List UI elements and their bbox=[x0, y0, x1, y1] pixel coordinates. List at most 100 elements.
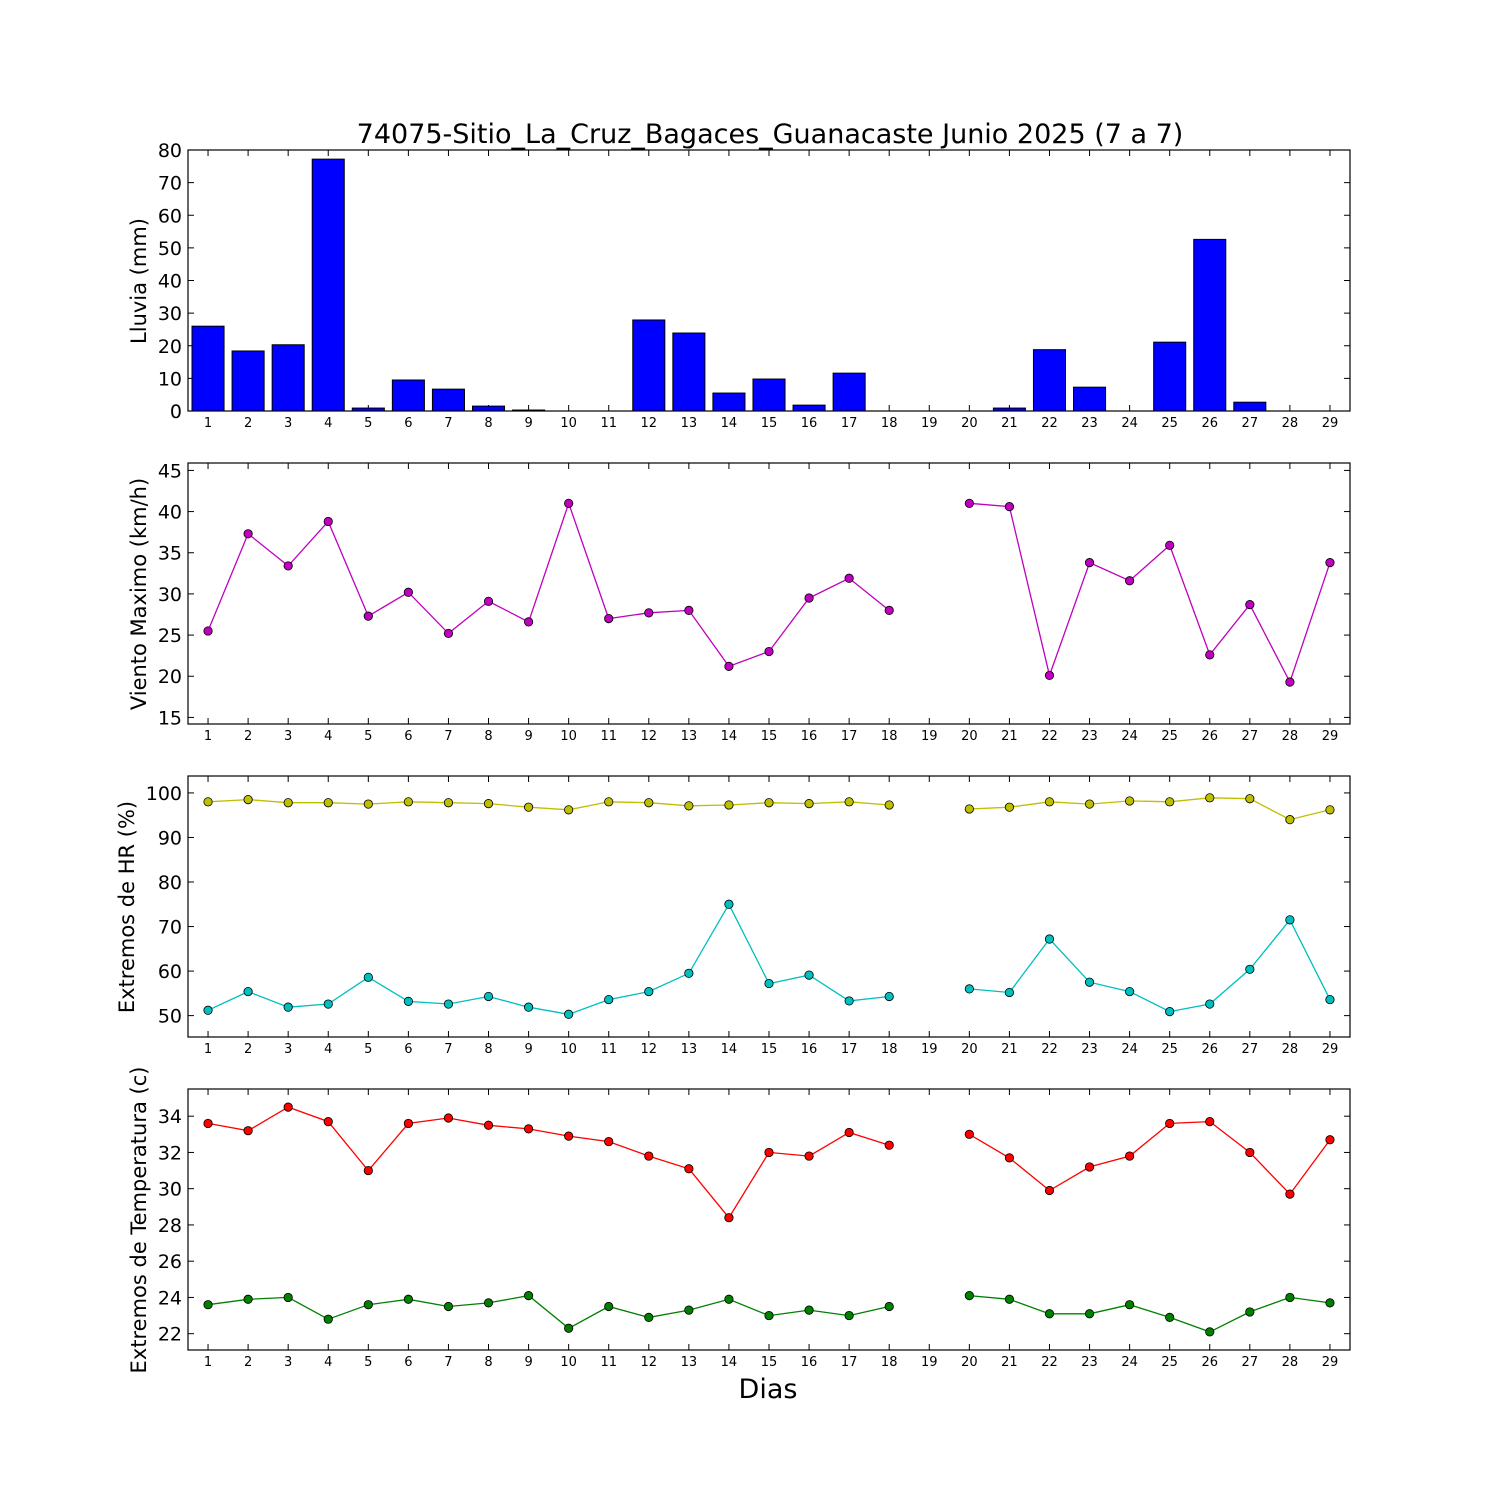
y-tick-label: 90 bbox=[158, 827, 182, 849]
y-tick-label: 70 bbox=[158, 917, 182, 939]
point-day-1 bbox=[203, 1300, 213, 1310]
series-line-1 bbox=[207, 902, 890, 1015]
point-day-22 bbox=[1044, 1185, 1055, 1196]
chart-title: 74075-Sitio_La_Cruz_Bagaces_Guanacaste J… bbox=[357, 119, 1184, 150]
x-tick-label: 18 bbox=[881, 1355, 898, 1370]
x-tick-label: 9 bbox=[524, 1042, 532, 1057]
x-tick-label: 26 bbox=[1201, 729, 1218, 744]
y-tick-label: 32 bbox=[158, 1142, 182, 1164]
x-tick-label: 7 bbox=[444, 416, 452, 431]
x-tick-label: 3 bbox=[284, 1042, 292, 1057]
point-day-1 bbox=[203, 1005, 213, 1015]
point-day-20 bbox=[964, 984, 974, 994]
x-tick-label: 4 bbox=[324, 1355, 332, 1370]
x-tick-label: 15 bbox=[761, 729, 778, 744]
point-day-15 bbox=[764, 798, 774, 808]
x-tick-label: 10 bbox=[560, 729, 577, 744]
x-tick-label: 10 bbox=[560, 1042, 577, 1057]
point-day-22 bbox=[1044, 934, 1055, 944]
x-tick-label: 25 bbox=[1161, 729, 1178, 744]
x-tick-label: 24 bbox=[1121, 1355, 1138, 1370]
point-day-22 bbox=[1044, 797, 1055, 807]
point-day-13 bbox=[684, 1164, 694, 1174]
point-day-2 bbox=[243, 1126, 253, 1136]
point-day-13 bbox=[684, 605, 694, 615]
point-day-15 bbox=[764, 1147, 774, 1158]
point-day-21 bbox=[1004, 987, 1015, 998]
point-day-24 bbox=[1125, 576, 1135, 586]
point-day-25 bbox=[1165, 797, 1175, 807]
series-line-1 bbox=[969, 1294, 1331, 1333]
bar-day-27 bbox=[1233, 401, 1267, 412]
point-day-5 bbox=[363, 972, 373, 982]
x-tick-label: 26 bbox=[1201, 416, 1218, 431]
point-day-3 bbox=[283, 1002, 293, 1012]
point-day-5 bbox=[363, 1165, 373, 1176]
y-axis-label-viento: Viento Maximo (km/h) bbox=[127, 478, 151, 710]
point-day-8 bbox=[483, 1120, 494, 1130]
series-line-1 bbox=[207, 1294, 890, 1330]
x-tick-label: 13 bbox=[681, 1355, 698, 1370]
x-tick-label: 9 bbox=[524, 729, 532, 744]
point-day-24 bbox=[1125, 796, 1135, 806]
point-day-11 bbox=[604, 1136, 614, 1147]
point-day-16 bbox=[804, 593, 814, 603]
x-tick-label: 27 bbox=[1242, 729, 1259, 744]
point-day-11 bbox=[604, 797, 614, 807]
x-tick-label: 4 bbox=[324, 416, 332, 431]
x-tick-label: 18 bbox=[881, 416, 898, 431]
point-day-14 bbox=[724, 1213, 734, 1223]
point-day-7 bbox=[443, 999, 454, 1009]
bar-day-12 bbox=[632, 319, 666, 412]
x-tick-label: 22 bbox=[1041, 1042, 1058, 1057]
point-day-29 bbox=[1325, 1298, 1335, 1308]
x-tick-label: 12 bbox=[641, 729, 658, 744]
bar-day-13 bbox=[672, 332, 706, 412]
x-tick-label: 9 bbox=[524, 416, 532, 431]
x-tick-label: 8 bbox=[484, 729, 492, 744]
x-tick-label: 12 bbox=[641, 1355, 658, 1370]
point-day-4 bbox=[323, 1314, 333, 1324]
x-tick-label: 5 bbox=[364, 1355, 372, 1370]
point-day-20 bbox=[964, 1291, 974, 1301]
point-day-6 bbox=[403, 797, 413, 807]
x-tick-label: 12 bbox=[641, 416, 658, 431]
x-tick-label: 23 bbox=[1081, 1042, 1098, 1057]
bar-day-14 bbox=[712, 392, 746, 412]
y-tick-label: 30 bbox=[158, 303, 182, 325]
point-day-27 bbox=[1245, 1147, 1255, 1158]
y-tick-label: 40 bbox=[158, 502, 182, 524]
bar-day-16 bbox=[792, 404, 826, 412]
x-tick-label: 14 bbox=[721, 416, 738, 431]
point-day-26 bbox=[1205, 1327, 1215, 1337]
point-day-12 bbox=[644, 1151, 654, 1161]
x-tick-label: 7 bbox=[444, 1042, 452, 1057]
point-day-16 bbox=[804, 799, 814, 809]
point-day-23 bbox=[1084, 977, 1095, 987]
x-tick-label: 17 bbox=[841, 1042, 858, 1057]
x-tick-label: 7 bbox=[444, 1355, 452, 1370]
point-day-29 bbox=[1325, 805, 1335, 815]
point-day-5 bbox=[363, 611, 373, 621]
y-tick-label: 28 bbox=[158, 1215, 182, 1237]
point-day-6 bbox=[403, 1294, 413, 1304]
panel-temperatura: Extremos de Temperatura (c) 222426283032… bbox=[127, 1067, 1351, 1373]
point-day-10 bbox=[564, 1323, 574, 1333]
x-tick-label: 8 bbox=[484, 1355, 492, 1370]
point-day-27 bbox=[1245, 600, 1255, 610]
y-tick-label: 20 bbox=[158, 666, 182, 688]
x-tick-label: 16 bbox=[801, 1355, 818, 1370]
plot-frame bbox=[187, 1088, 1351, 1351]
x-tick-label: 28 bbox=[1282, 729, 1299, 744]
point-day-18 bbox=[884, 800, 894, 810]
y-tick-label: 40 bbox=[158, 271, 182, 293]
x-tick-label: 13 bbox=[681, 729, 698, 744]
bar-day-7 bbox=[431, 388, 465, 412]
x-tick-label: 29 bbox=[1322, 416, 1339, 431]
y-tick-label: 100 bbox=[146, 783, 182, 805]
x-tick-label: 3 bbox=[284, 416, 292, 431]
x-tick-label: 26 bbox=[1201, 1042, 1218, 1057]
point-day-4 bbox=[323, 1117, 333, 1127]
point-day-17 bbox=[844, 573, 854, 583]
point-day-2 bbox=[243, 986, 253, 997]
